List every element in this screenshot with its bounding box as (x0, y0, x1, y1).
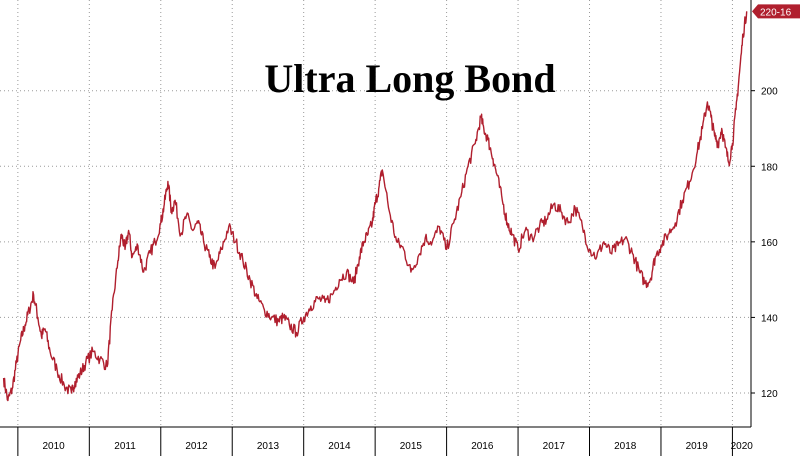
x-tick-label: 2018 (614, 441, 637, 452)
y-axis-ticks: 120 140 160 180 200 (751, 87, 778, 400)
last-value-label: 220-16 (760, 7, 792, 18)
y-tick-label: 120 (761, 389, 778, 400)
x-tick-label: 2015 (400, 441, 423, 452)
series (2, 11, 748, 402)
x-tick-label: 2014 (328, 441, 351, 452)
x-axis-ticks: 2010 2011 2012 2013 2014 2015 2016 2017 2018 2019… (17, 427, 754, 456)
y-tick-label: 140 (761, 313, 778, 324)
x-tick-label: 2016 (471, 441, 494, 452)
x-tick-label: 2012 (185, 441, 208, 452)
x-tick-label: 2017 (543, 441, 566, 452)
x-tick-label: 2019 (686, 441, 709, 452)
last-value-badge: 220-16 (752, 4, 800, 19)
last-value-badge-shape (752, 4, 800, 19)
y-tick-label: 200 (761, 87, 778, 98)
series-line (2, 11, 748, 402)
y-tick-label: 160 (761, 238, 778, 249)
x-tick-label: 2020 (731, 441, 754, 452)
y-tick-label: 180 (761, 162, 778, 173)
x-tick-label: 2011 (114, 441, 136, 452)
x-tick-label: 2013 (257, 441, 280, 452)
x-tick-label: 2010 (42, 441, 65, 452)
chart-title: Ultra Long Bond (264, 56, 555, 101)
